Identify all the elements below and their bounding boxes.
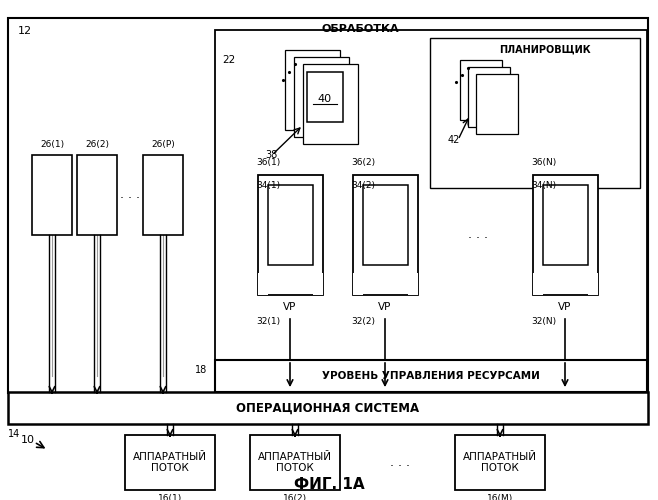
Text: ОПЕРАЦИОННАЯ СИСТЕМА: ОПЕРАЦИОННАЯ СИСТЕМА: [236, 402, 420, 414]
Bar: [32, 155, 72, 235]
Text: . . .: . . .: [390, 456, 410, 469]
Text: 36(2): 36(2): [351, 158, 375, 167]
Bar: [215, 360, 647, 392]
Text: . . .: . . .: [120, 188, 140, 202]
Text: VP: VP: [378, 302, 392, 312]
Text: 36(1): 36(1): [256, 158, 280, 167]
Bar: [313, 273, 323, 295]
Text: 16(1): 16(1): [158, 494, 182, 500]
Text: 22: 22: [222, 55, 236, 65]
Bar: [8, 18, 648, 393]
Bar: [363, 185, 408, 265]
Text: 34(1): 34(1): [256, 181, 280, 190]
Bar: [430, 38, 640, 188]
Bar: [125, 435, 215, 490]
Bar: [533, 175, 598, 295]
Text: 32(2): 32(2): [351, 317, 375, 326]
Text: 34(N): 34(N): [531, 181, 556, 190]
Text: 32(1): 32(1): [256, 317, 280, 326]
Text: ПЛАНИРОВЩИК: ПЛАНИРОВЩИК: [499, 45, 591, 55]
Text: 40: 40: [318, 94, 332, 104]
Bar: [468, 67, 510, 127]
Bar: [294, 57, 349, 137]
Text: 16(2): 16(2): [283, 494, 307, 500]
Bar: [285, 50, 340, 130]
Text: 16(M): 16(M): [487, 494, 513, 500]
Text: 42: 42: [448, 135, 461, 145]
Text: УРОВЕНЬ УПРАВЛЕНИЯ РЕСУРСАМИ: УРОВЕНЬ УПРАВЛЕНИЯ РЕСУРСАМИ: [322, 371, 540, 381]
Text: 36(N): 36(N): [531, 158, 556, 167]
Bar: [588, 273, 598, 295]
Text: АППАРАТНЫЙ
ПОТОК: АППАРАТНЫЙ ПОТОК: [258, 452, 332, 473]
Text: 26(P): 26(P): [151, 140, 175, 149]
Bar: [303, 64, 358, 144]
Bar: [143, 155, 183, 235]
Text: ОБРАБОТКА: ОБРАБОТКА: [321, 24, 399, 34]
Bar: [460, 60, 502, 120]
Text: 26(1): 26(1): [40, 140, 64, 149]
Bar: [215, 30, 647, 360]
Text: . . .: . . .: [468, 228, 488, 241]
Bar: [533, 273, 543, 295]
Text: ФИГ. 1А: ФИГ. 1А: [293, 477, 365, 492]
Text: VP: VP: [558, 302, 572, 312]
Text: 12: 12: [18, 26, 32, 36]
Bar: [77, 155, 117, 235]
Bar: [408, 273, 418, 295]
Text: 34(2): 34(2): [351, 181, 375, 190]
Text: VP: VP: [284, 302, 297, 312]
Text: 32(N): 32(N): [531, 317, 556, 326]
Bar: [268, 185, 313, 265]
Bar: [353, 273, 363, 295]
Text: 18: 18: [195, 365, 207, 375]
Text: АППАРАТНЫЙ
ПОТОК: АППАРАТНЫЙ ПОТОК: [133, 452, 207, 473]
Text: 26(2): 26(2): [85, 140, 109, 149]
Bar: [476, 74, 518, 134]
Bar: [307, 72, 343, 122]
Text: 10: 10: [21, 435, 35, 445]
Bar: [8, 392, 648, 424]
Text: 38: 38: [265, 150, 277, 160]
Bar: [258, 273, 268, 295]
Text: АППАРАТНЫЙ
ПОТОК: АППАРАТНЫЙ ПОТОК: [463, 452, 537, 473]
Bar: [455, 435, 545, 490]
Bar: [353, 175, 418, 295]
Bar: [543, 185, 588, 265]
Text: 14: 14: [8, 429, 20, 439]
Bar: [250, 435, 340, 490]
Bar: [258, 175, 323, 295]
